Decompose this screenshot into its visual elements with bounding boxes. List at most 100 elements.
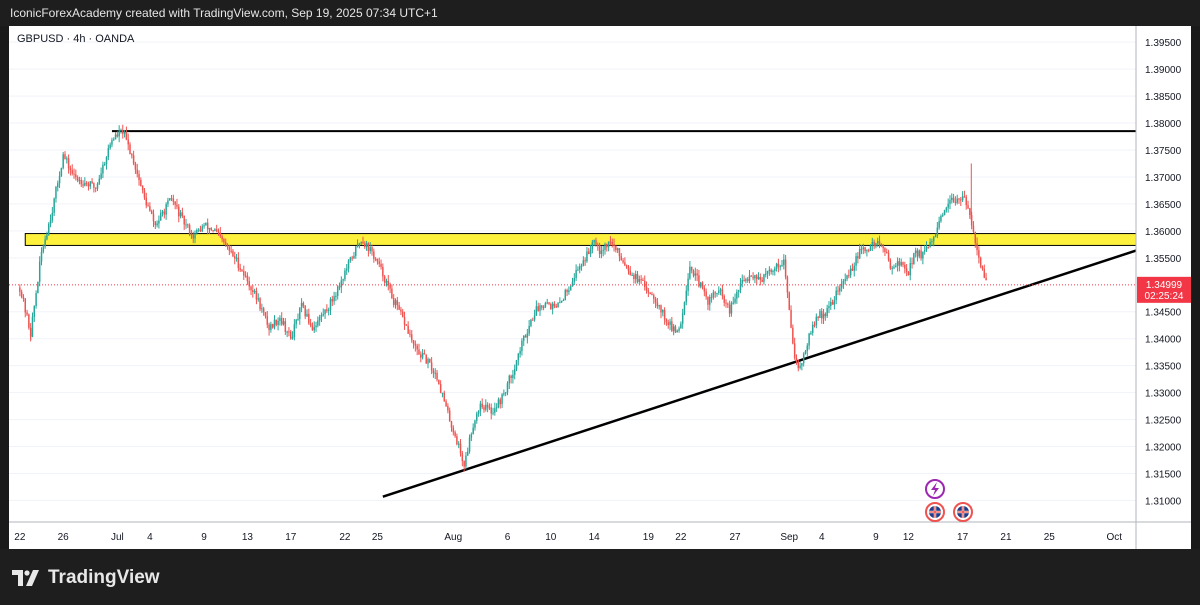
candle-body [60,167,63,177]
candle-body [499,399,502,405]
candle-body [981,266,984,270]
candle-body [759,277,762,280]
candle-body [752,276,754,279]
candle-body [714,292,716,294]
candle-body [746,279,749,281]
candle-body [208,227,211,230]
tradingview-logo-icon [12,570,39,586]
candle-body [389,285,391,289]
candle-body [625,265,628,268]
candle-body [42,246,45,252]
trendline[interactable] [382,245,1148,498]
candle-body [26,312,28,315]
uk-flag-event-icon[interactable] [953,502,973,522]
candle-body [290,331,292,339]
candle-body [250,286,252,291]
candle-body [302,302,305,306]
candle-body [127,139,129,145]
candle-body [532,319,534,321]
candle-body [656,302,659,307]
candle-body [591,242,594,250]
candle-body [40,251,43,262]
candle-body [116,134,119,137]
lightning-icon[interactable] [925,479,945,499]
candle-body [22,297,25,299]
candle-body [308,313,310,324]
candle-body [304,305,306,317]
candle-body [633,274,635,280]
candle-body [871,241,874,246]
candle-body [884,248,886,252]
candle-body [573,278,576,282]
tradingview-logo[interactable]: TradingView [12,567,160,589]
candle-body [261,308,263,310]
candle-body [566,290,568,292]
x-tick-label: 6 [505,532,511,543]
candle-body [448,410,451,422]
candle-body [282,321,285,325]
candle-body [167,200,169,205]
candle-body [515,360,518,370]
candle-body [519,351,521,354]
y-tick-label: 1.33500 [1145,362,1182,373]
candle-body [219,232,222,237]
candle-body [539,305,541,311]
y-tick-label: 1.37500 [1145,146,1182,157]
candle-body [347,260,350,269]
candle-body [777,263,780,267]
candle-body [76,177,79,181]
candle-body [951,197,953,201]
candle-body [898,261,901,266]
candle-body [945,207,948,211]
candle-body [411,334,413,341]
candle-body [851,268,854,271]
candle-body [508,375,511,384]
candle-body [665,319,668,323]
x-tick-label: Sep [780,532,798,543]
candle-body [880,244,883,246]
candle-body [75,174,77,178]
candle-body [335,295,337,297]
candle-body [436,372,438,380]
candle-body [920,250,922,259]
candle-body [544,303,547,308]
candle-body [62,154,64,168]
candle-body [338,286,341,288]
candle-body [840,283,843,288]
candle-body [205,222,207,226]
candle-body [537,306,539,311]
candle-body [170,198,173,200]
candle-body [916,250,919,257]
candle-body [721,289,724,296]
candle-body [681,312,684,324]
candle-body [457,443,460,445]
candle-body [425,354,427,364]
current-price-label: 1.34999 [1146,280,1183,291]
candle-body [774,268,776,271]
candle-body [111,140,113,145]
candle-body [932,236,935,242]
candle-body [577,269,579,271]
candle-body [288,331,290,333]
candle-body [615,246,617,250]
chart-frame[interactable]: 1.39500 1.39000 1.38500 1.38000 1.37500 1.370… [9,26,1191,549]
x-tick-label: Jul [111,532,124,543]
price-chart[interactable]: 1.39500 1.39000 1.38500 1.38000 1.37500 1.370… [9,26,1191,549]
candle-body [795,357,798,362]
candle-body [559,302,561,304]
candle-body [501,394,503,405]
price-axis-bg[interactable] [1136,26,1191,522]
candle-body [611,241,613,245]
candle-body [600,250,603,255]
uk-flag-event-icon[interactable] [925,502,945,522]
candle-body [82,184,84,186]
candle-body [654,298,657,303]
x-tick-label: 9 [201,532,207,543]
candle-body [168,198,171,201]
candle-body [313,327,315,331]
candle-body [412,340,415,344]
symbol-label: GBPUSD · 4h · OANDA [17,33,135,45]
candle-body [154,221,157,226]
candle-body [266,316,269,325]
candle-body [33,306,36,317]
